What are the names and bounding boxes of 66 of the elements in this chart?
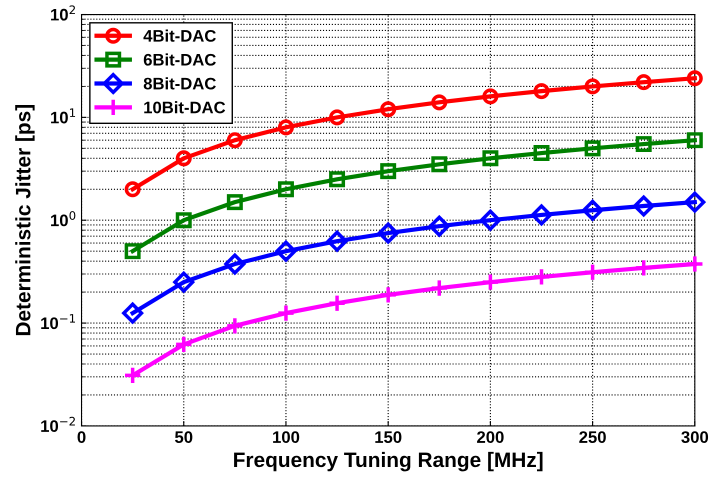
point bbox=[176, 150, 192, 166]
x-tick-label: 50 bbox=[174, 431, 192, 444]
point bbox=[686, 132, 703, 148]
point bbox=[226, 132, 243, 148]
point bbox=[380, 101, 396, 118]
point bbox=[534, 83, 550, 100]
x-tick-label: 100 bbox=[273, 431, 300, 444]
point bbox=[124, 181, 141, 198]
point bbox=[326, 230, 348, 252]
point bbox=[636, 136, 652, 152]
point bbox=[583, 262, 602, 282]
point bbox=[636, 74, 652, 90]
point bbox=[482, 150, 498, 166]
y-tick-label: 10$^{−1}$ bbox=[41, 314, 75, 330]
point bbox=[430, 278, 449, 298]
point bbox=[123, 366, 142, 385]
y-tick-label: 10$^{0}$ bbox=[51, 211, 76, 226]
y-axis-title: Deterministic Jitter [ps] bbox=[15, 105, 35, 336]
point bbox=[378, 222, 399, 244]
x-tick-label: 0 bbox=[78, 431, 86, 444]
x-tick-label: 250 bbox=[579, 431, 606, 444]
point bbox=[329, 109, 346, 126]
x-axis-title: Frequency Tuning Range [MHz] bbox=[234, 452, 542, 472]
point bbox=[278, 119, 294, 136]
point bbox=[634, 258, 654, 278]
y-tick-label: 10$^{−2}$ bbox=[41, 416, 75, 432]
point bbox=[380, 163, 396, 180]
point bbox=[328, 294, 346, 313]
point bbox=[431, 156, 448, 172]
legend-label: 10Bit-DAC bbox=[144, 101, 226, 114]
point bbox=[173, 272, 194, 293]
x-tick-label: 150 bbox=[375, 431, 402, 444]
point bbox=[378, 286, 398, 304]
point bbox=[226, 194, 243, 210]
point bbox=[124, 243, 141, 260]
point bbox=[122, 302, 144, 324]
point bbox=[582, 200, 604, 221]
point bbox=[329, 171, 346, 188]
point bbox=[224, 253, 246, 275]
point bbox=[275, 240, 297, 262]
y-tick-label: 10$^{2}$ bbox=[51, 5, 75, 21]
point bbox=[276, 304, 296, 322]
point bbox=[685, 254, 704, 274]
point bbox=[431, 94, 448, 110]
y-tick-label: 10$^{1}$ bbox=[51, 108, 76, 124]
point bbox=[176, 212, 192, 228]
point bbox=[482, 88, 498, 104]
point bbox=[532, 268, 551, 286]
point bbox=[584, 140, 601, 156]
legend-label: 8Bit-DAC bbox=[144, 77, 216, 90]
point bbox=[428, 216, 450, 237]
legend-label: 4Bit-DAC bbox=[143, 30, 216, 42]
point bbox=[633, 195, 654, 217]
point bbox=[534, 145, 550, 162]
point bbox=[278, 181, 294, 198]
x-tick-label: 200 bbox=[477, 431, 504, 444]
point bbox=[481, 272, 500, 292]
legend-label: 6Bit-DAC bbox=[144, 53, 216, 66]
point bbox=[174, 335, 194, 354]
x-tick-label: 300 bbox=[681, 431, 708, 444]
point bbox=[480, 210, 501, 231]
point bbox=[684, 192, 706, 213]
point bbox=[584, 78, 601, 94]
point bbox=[686, 70, 703, 86]
point bbox=[225, 316, 244, 336]
point bbox=[530, 204, 552, 226]
